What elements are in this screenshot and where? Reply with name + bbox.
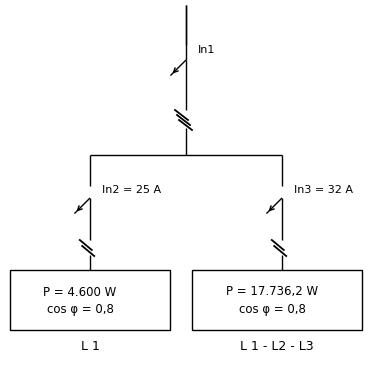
Text: In2 = 25 A: In2 = 25 A — [102, 185, 161, 195]
Text: L 1 - L2 - L3: L 1 - L2 - L3 — [240, 340, 314, 353]
Text: cos φ = 0,8: cos φ = 0,8 — [46, 304, 113, 316]
Text: P = 4.600 W: P = 4.600 W — [44, 286, 117, 298]
Text: cos φ = 0,8: cos φ = 0,8 — [238, 304, 305, 316]
Text: L 1: L 1 — [81, 340, 99, 353]
Bar — [10, 270, 170, 330]
Bar — [192, 270, 362, 330]
Text: P = 17.736,2 W: P = 17.736,2 W — [226, 286, 318, 298]
Text: In3 = 32 A: In3 = 32 A — [294, 185, 353, 195]
Text: In1: In1 — [198, 45, 215, 55]
